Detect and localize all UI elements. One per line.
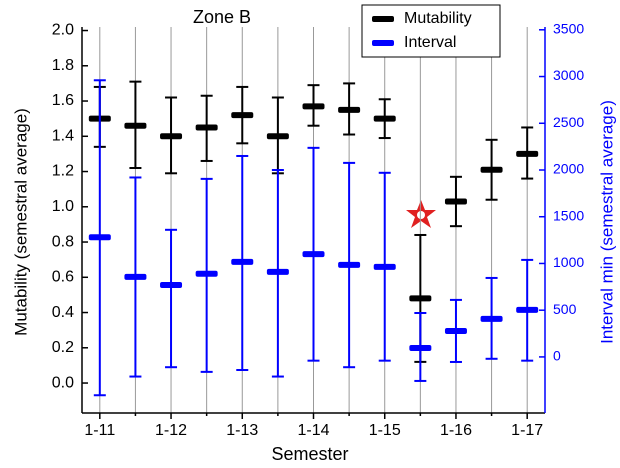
y-tick-label: 0.6 bbox=[52, 269, 74, 286]
y2-tick-label: 3500 bbox=[553, 21, 584, 37]
mean-marker bbox=[409, 344, 432, 351]
y-tick-label: 0.0 bbox=[52, 374, 74, 391]
mean-marker bbox=[231, 112, 254, 119]
y2-tick-label: 3000 bbox=[553, 67, 584, 83]
x-axis-label: Semester bbox=[271, 444, 348, 464]
mean-marker bbox=[373, 115, 396, 122]
y-tick-label: 1.2 bbox=[52, 163, 74, 180]
mean-marker bbox=[124, 273, 147, 280]
y-axis-label: Mutability (semestral average) bbox=[11, 108, 30, 336]
mean-marker bbox=[480, 166, 503, 173]
legend-box bbox=[361, 4, 501, 58]
mean-marker bbox=[516, 150, 539, 157]
y-tick-label: 2.0 bbox=[52, 22, 74, 39]
mean-marker bbox=[444, 327, 467, 334]
x-tick-label: 1-12 bbox=[155, 422, 187, 439]
y2-tick-label: 500 bbox=[553, 301, 577, 317]
x-tick-label: 1-14 bbox=[297, 422, 329, 439]
y2-axis-label: Interval min (semestral average) bbox=[597, 100, 616, 344]
y2-tick-label: 2000 bbox=[553, 161, 584, 177]
mean-marker bbox=[88, 234, 111, 241]
y2-tick-label: 0 bbox=[553, 348, 561, 364]
chart-title: Zone B bbox=[193, 7, 251, 27]
mean-marker bbox=[444, 198, 467, 205]
x-tick-label: 1-15 bbox=[369, 422, 401, 439]
legend-swatch bbox=[372, 40, 394, 46]
mean-marker bbox=[266, 268, 289, 275]
mean-marker bbox=[124, 122, 147, 129]
y2-tick-label: 2500 bbox=[553, 114, 584, 130]
x-tick-label: 1-11 bbox=[84, 422, 115, 439]
x-tick-label: 1-13 bbox=[226, 422, 258, 439]
y-tick-label: 1.0 bbox=[52, 198, 74, 215]
mean-marker bbox=[195, 270, 218, 277]
mean-marker bbox=[231, 258, 254, 265]
legend-swatch bbox=[372, 16, 394, 22]
mean-marker bbox=[266, 133, 289, 140]
mean-marker bbox=[516, 306, 539, 313]
mean-marker bbox=[480, 315, 503, 322]
legend-label: Mutability bbox=[404, 10, 472, 27]
x-tick-label: 1-17 bbox=[511, 422, 543, 439]
mean-marker bbox=[373, 263, 396, 270]
y-tick-label: 0.2 bbox=[52, 339, 74, 356]
y-tick-label: 1.6 bbox=[52, 92, 74, 109]
y2-tick-label: 1000 bbox=[553, 254, 584, 270]
highlight-star bbox=[406, 200, 436, 228]
y-tick-label: 1.8 bbox=[52, 57, 74, 74]
mean-marker bbox=[302, 251, 325, 258]
y2-tick-label: 1500 bbox=[553, 207, 584, 223]
mean-marker bbox=[338, 261, 361, 268]
mean-marker bbox=[160, 281, 183, 288]
mean-marker bbox=[160, 133, 183, 140]
x-tick-label: 1-16 bbox=[440, 422, 472, 439]
mean-marker bbox=[302, 103, 325, 110]
y-tick-label: 0.4 bbox=[52, 304, 74, 321]
mean-marker bbox=[195, 124, 218, 131]
legend-label: Interval bbox=[404, 34, 456, 51]
mean-marker bbox=[409, 295, 432, 302]
mean-marker bbox=[338, 106, 361, 113]
y-tick-label: 0.8 bbox=[52, 233, 74, 250]
y-tick-label: 1.4 bbox=[52, 127, 74, 144]
